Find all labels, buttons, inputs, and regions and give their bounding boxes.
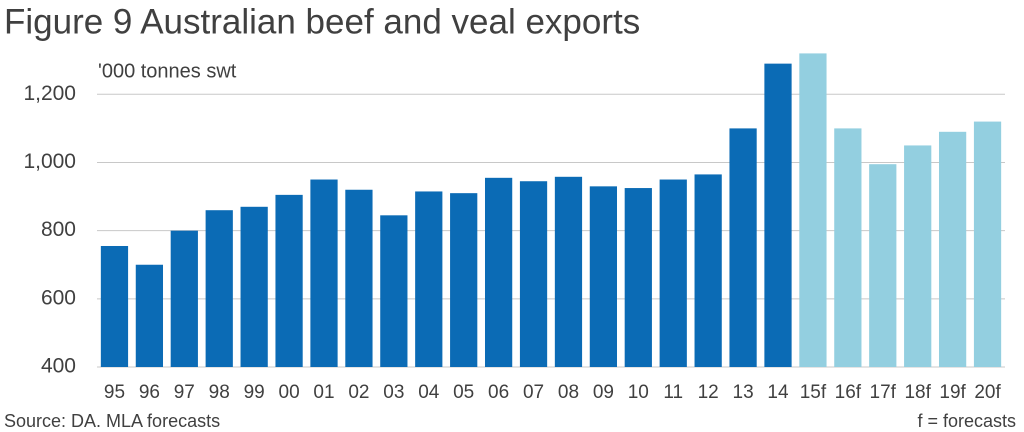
bar bbox=[554, 176, 583, 367]
x-tick-label: 18f bbox=[904, 382, 931, 403]
bar bbox=[589, 186, 618, 367]
x-tick-label: 13 bbox=[733, 382, 754, 403]
bar bbox=[484, 177, 513, 367]
y-tick-label: 600 bbox=[41, 286, 76, 309]
bar bbox=[415, 191, 443, 367]
x-tick-label: 19f bbox=[939, 382, 966, 403]
x-tick-label: 95 bbox=[104, 382, 125, 403]
bar bbox=[973, 121, 1002, 367]
x-tick-label: 14 bbox=[767, 382, 789, 403]
bar bbox=[205, 210, 233, 367]
note: f = forecasts bbox=[917, 411, 1016, 431]
x-tick-label: 07 bbox=[523, 382, 544, 403]
x-tick-label: 03 bbox=[383, 382, 404, 403]
x-tick-label: 99 bbox=[244, 382, 265, 403]
y-axis-label: '000 tonnes swt bbox=[98, 60, 237, 82]
bar bbox=[310, 179, 338, 367]
x-tick-label: 01 bbox=[313, 382, 334, 403]
bar bbox=[938, 131, 967, 367]
bar bbox=[380, 215, 408, 367]
x-tick-label: 00 bbox=[279, 382, 300, 403]
x-tick-label: 17f bbox=[870, 382, 897, 403]
x-tick-label: 04 bbox=[418, 382, 440, 403]
bar bbox=[834, 128, 862, 367]
bar bbox=[659, 179, 687, 367]
bar bbox=[275, 194, 303, 367]
source: Source: DA. MLA forecasts bbox=[4, 411, 220, 431]
bar bbox=[624, 188, 652, 367]
x-tick-label: 20f bbox=[974, 382, 1001, 403]
y-tick-label: 800 bbox=[41, 218, 76, 241]
x-tick-label: 97 bbox=[174, 382, 195, 403]
bar bbox=[170, 230, 198, 367]
x-tick-label: 10 bbox=[628, 382, 649, 403]
bar bbox=[100, 245, 129, 367]
bar bbox=[694, 174, 722, 367]
bar bbox=[519, 181, 548, 367]
x-tick-label: 02 bbox=[348, 382, 369, 403]
bar bbox=[729, 128, 757, 367]
bar bbox=[135, 264, 164, 367]
chart-title: Figure 9 Australian beef and veal export… bbox=[4, 2, 640, 41]
x-tick-label: 16f bbox=[835, 382, 862, 403]
y-tick-label: 400 bbox=[41, 355, 76, 378]
bar bbox=[240, 206, 268, 367]
x-tick-label: 06 bbox=[488, 382, 509, 403]
x-tick-label: 15f bbox=[800, 382, 827, 403]
bar bbox=[799, 53, 827, 368]
y-tick-label: 1,000 bbox=[23, 150, 76, 173]
x-tick-label: 09 bbox=[593, 382, 614, 403]
y-tick-label: 1,200 bbox=[23, 82, 76, 105]
x-tick-label: 11 bbox=[663, 382, 683, 403]
x-tick-label: 05 bbox=[453, 382, 474, 403]
bar bbox=[869, 164, 897, 367]
bar bbox=[450, 193, 478, 367]
x-tick-label: 08 bbox=[558, 382, 579, 403]
x-tick-label: 96 bbox=[139, 382, 160, 403]
bar bbox=[345, 189, 373, 367]
bar bbox=[764, 63, 792, 368]
bar bbox=[904, 145, 932, 367]
x-tick-label: 12 bbox=[698, 382, 719, 403]
x-tick-label: 98 bbox=[209, 382, 230, 403]
